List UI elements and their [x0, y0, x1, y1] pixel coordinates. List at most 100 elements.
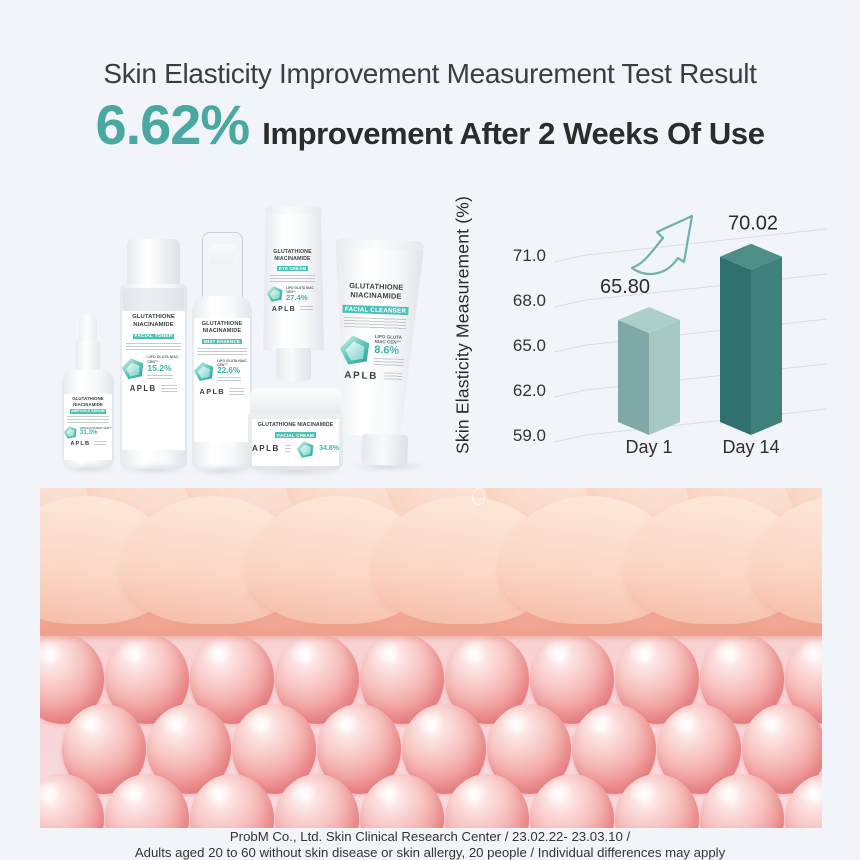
product-type-chip: AMPOULE SERUM: [69, 409, 107, 414]
bar-chart-svg: 71.0 68.0 65.0 62.0 59.0 65.80 Day 1 70.02 Day 1…: [513, 213, 828, 457]
gridline: [553, 273, 828, 308]
product-type-chip: FACIAL TONER: [132, 333, 175, 340]
floor-reflection: [120, 465, 188, 473]
ingredient: LIPO GLUTA NIAC CEN™: [285, 285, 314, 294]
gridline: [553, 363, 828, 398]
ingredient-percent: 8.6%: [374, 343, 400, 357]
dropper-bulb: [79, 313, 97, 344]
product-label: GLUTATHIONE NIACINAMIDE AMPOULE SERUM LI…: [64, 394, 112, 460]
product-type-chip: FACIAL CREAM: [275, 432, 316, 439]
sphere-highlight: [115, 637, 152, 667]
x-category-label: Day 14: [722, 437, 779, 457]
footer-line-1: ProbM Co., Ltd. Skin Clinical Research C…: [229, 829, 631, 844]
fine-print: [383, 371, 403, 382]
fine-print: [300, 306, 314, 313]
product-name: GLUTATHIONE: [72, 396, 104, 402]
tube-crimp: [265, 206, 322, 216]
bar-day-14: 70.02 Day 14: [720, 213, 782, 457]
fine-print: [161, 385, 178, 393]
product-label: GLUTATHIONE NIACINAMIDE FACIAL CLEANSER …: [337, 277, 410, 427]
brand-logo: APLB: [271, 305, 296, 313]
gridline: [553, 408, 828, 443]
elasticity-chart: 71.0 68.0 65.0 62.0 59.0 65.80 Day 1 70.02 Day 1…: [450, 182, 832, 474]
pentagon-icon: [122, 356, 146, 380]
pentagon-icon: [295, 439, 315, 458]
fine-print: [93, 440, 106, 447]
y-tick-label: 71.0: [513, 246, 546, 265]
sphere-highlight: [40, 637, 67, 667]
floor-reflection: [62, 464, 116, 472]
fine-print: [285, 444, 292, 453]
y-tick-labels: 71.0 68.0 65.0 62.0 59.0: [513, 246, 546, 445]
fine-print: [125, 342, 182, 352]
ingredient-percent: 22.6%: [217, 366, 241, 376]
water-droplet-icon: [472, 488, 485, 505]
dropper-collar: [76, 341, 100, 373]
sphere-highlight: [285, 637, 322, 667]
floor-reflection: [192, 466, 252, 474]
highlight-percent: 6.62%: [95, 93, 250, 156]
bar-left-face: [720, 256, 751, 435]
pentagon-icon: [338, 333, 372, 366]
ingredient-percent: 31.3%: [79, 429, 98, 436]
ingredient: LIPO GLUTA NIAC CEN™: [79, 426, 112, 430]
product-mist-essence: GLUTATHIONE NIACINAMIDE MIST ESSENCE LIP…: [192, 232, 253, 470]
product-name: GLUTATHIONE: [201, 321, 243, 328]
product-type-chip: MIST ESSENCE: [202, 338, 242, 345]
bar-right-face: [649, 320, 680, 435]
clear-overcap: [202, 232, 243, 300]
fine-print: [344, 317, 406, 331]
product-name: GLUTATHIONE: [132, 314, 175, 321]
product-facial-toner: GLUTATHIONE NIACINAMIDE FACIAL TONER LIP…: [120, 239, 188, 469]
chart-bars: 65.80 Day 1 70.02 Day 14: [600, 213, 782, 457]
brand-logo: APLB: [252, 444, 280, 454]
product-name: NIACINAMIDE: [350, 290, 402, 302]
product-label: GLUTATHIONE NIACINAMIDE EYE CREAM LIPO G…: [267, 246, 318, 348]
bar-value-label: 70.02: [728, 213, 778, 235]
product-type-chip: EYE CREAM: [277, 265, 308, 272]
sphere-highlight: [40, 777, 67, 807]
bar-left-face: [618, 320, 649, 435]
fine-print: [270, 274, 315, 283]
brand-logo: APLB: [199, 386, 225, 396]
sphere-highlight: [795, 637, 822, 667]
product-label: GLUTATHIONE NIACINAMIDE FACIAL CREAM APL…: [252, 419, 339, 466]
product-name: GLUTATHIONE NIACINAMIDE: [257, 422, 334, 429]
tube-cap: [276, 348, 311, 381]
pentagon-icon: [64, 425, 78, 439]
footer-line-2: Adults aged 20 to 60 without skin diseas…: [134, 845, 726, 860]
gridline: [553, 228, 828, 263]
jar-lid: [250, 388, 341, 415]
fine-print: [373, 357, 405, 367]
ingredient: LIPO GLUTA NIAC CEN™: [147, 355, 179, 364]
brand-logo: APLB: [70, 440, 91, 447]
up-arrow-icon: [630, 214, 694, 276]
footer-disclaimer: ProbM Co., Ltd. Skin Clinical Research C…: [0, 829, 860, 860]
product-label: GLUTATHIONE NIACINAMIDE MIST ESSENCE LIP…: [194, 318, 250, 442]
headline-text: Improvement After 2 Weeks Of Use: [262, 116, 765, 151]
product-facial-cream: GLUTATHIONE NIACINAMIDE FACIAL CREAM APL…: [248, 388, 343, 470]
headline: 6.62% Improvement After 2 Weeks Of Use: [0, 92, 860, 157]
y-tick-label: 59.0: [513, 426, 546, 445]
product-eye-cream: GLUTATHIONE NIACINAMIDE EYE CREAM LIPO G…: [262, 206, 325, 382]
floor-reflection: [248, 467, 344, 475]
ingredient-percent: 34.8%: [319, 445, 339, 453]
fine-print: [197, 347, 247, 356]
fine-print: [67, 416, 109, 424]
chart-gridlines: [553, 228, 828, 443]
sphere-highlight: [200, 637, 237, 667]
product-name: NIACINAMIDE: [274, 255, 311, 262]
y-tick-label: 62.0: [513, 381, 546, 400]
sphere-highlight: [625, 637, 662, 667]
product-name: NIACINAMIDE: [73, 401, 103, 407]
brand-logo: APLB: [344, 369, 379, 382]
fine-print: [147, 374, 174, 381]
product-label: GLUTATHIONE NIACINAMIDE FACIAL TONER LIP…: [122, 311, 185, 450]
bar-right-face: [751, 256, 782, 435]
y-tick-label: 65.0: [513, 336, 546, 355]
ingredient-percent: 27.4%: [285, 292, 308, 302]
floor-reflection: [352, 462, 428, 470]
bar-top-face: [618, 307, 680, 333]
pentagon-icon: [267, 285, 284, 303]
